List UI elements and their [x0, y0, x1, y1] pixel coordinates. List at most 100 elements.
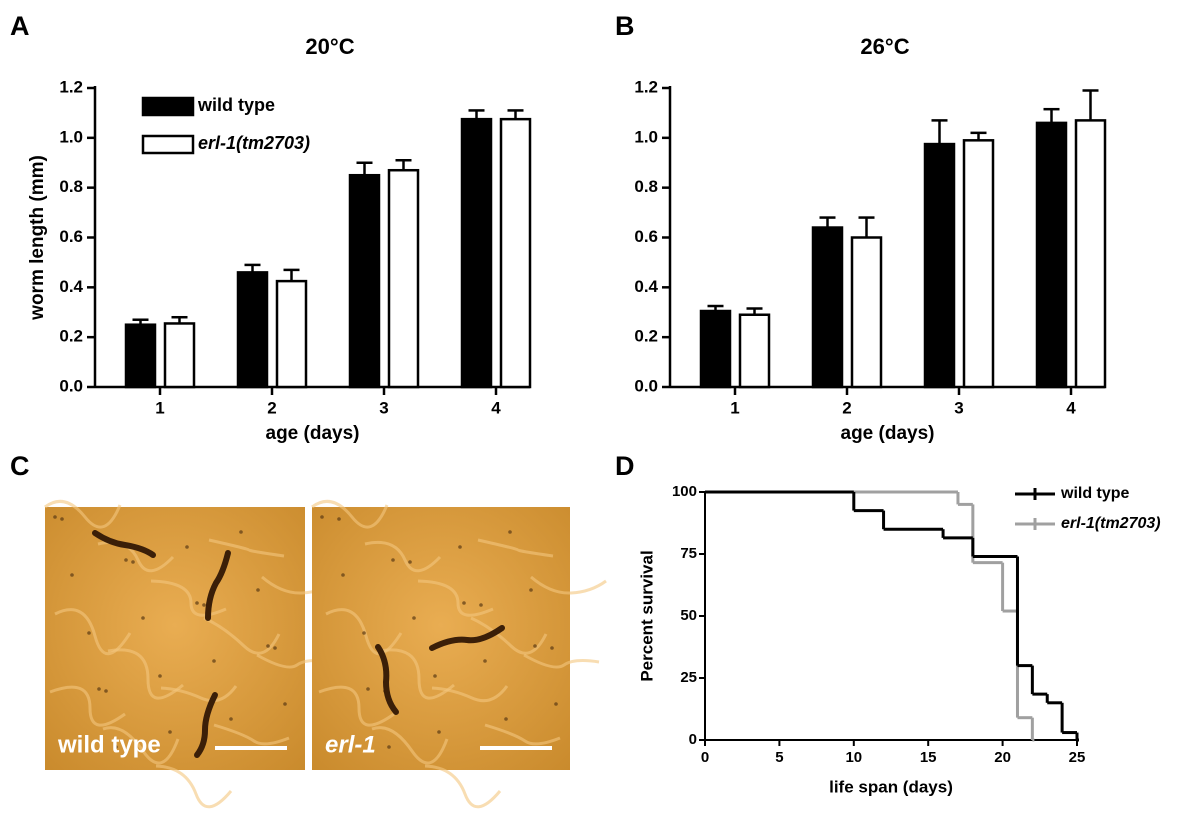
debris	[158, 674, 162, 678]
x-tick-label: 10	[845, 749, 862, 766]
debris	[387, 745, 391, 749]
track	[424, 764, 502, 809]
debris	[458, 545, 462, 549]
track	[431, 685, 509, 703]
x-tick-label: 5	[775, 749, 783, 766]
photo-caption: wild type	[57, 731, 161, 758]
y-tick-label: 100	[672, 483, 697, 500]
track	[417, 579, 494, 617]
photo-caption: erl-1	[325, 731, 376, 758]
y-tick-label: 50	[680, 607, 697, 624]
debris	[273, 646, 277, 650]
bar	[163, 322, 196, 389]
y-tick-label: 0.2	[59, 327, 83, 346]
debris	[508, 530, 512, 534]
debris	[554, 702, 558, 706]
x-tick-label: 1	[730, 398, 739, 417]
debris	[479, 603, 483, 607]
legend-label: wild type	[197, 95, 275, 115]
track	[364, 540, 442, 573]
x-axis-label: age (days)	[266, 423, 360, 444]
x-tick-label: 2	[842, 398, 851, 417]
debris	[437, 730, 441, 734]
y-tick-label: 0.0	[634, 376, 658, 395]
track	[523, 653, 600, 669]
track	[311, 499, 389, 529]
track	[160, 685, 238, 703]
track	[44, 499, 122, 529]
debris	[433, 674, 437, 678]
y-axis-label: Percent survival	[637, 550, 656, 681]
bar	[1074, 119, 1107, 389]
bar	[124, 323, 157, 389]
chart-title: 20°C	[305, 34, 354, 59]
track	[155, 764, 233, 809]
debris	[239, 530, 243, 534]
x-tick-label: 3	[954, 398, 963, 417]
panel-letter: D	[615, 451, 635, 481]
worm	[429, 625, 505, 651]
y-tick-label: 0.6	[59, 227, 83, 246]
y-tick-label: 75	[680, 545, 697, 562]
debris	[366, 687, 370, 691]
bar	[850, 236, 883, 389]
bar	[275, 279, 308, 389]
debris	[185, 545, 189, 549]
debris	[283, 702, 287, 706]
worm	[194, 692, 218, 758]
y-axis-label: worm length (mm)	[27, 155, 48, 321]
track	[378, 648, 455, 700]
track	[530, 575, 607, 595]
bar	[699, 309, 732, 389]
y-tick-label: 0.4	[634, 277, 658, 296]
x-tick-label: 4	[491, 398, 501, 417]
debris	[104, 689, 108, 693]
debris	[362, 631, 366, 635]
debris	[391, 558, 395, 562]
debris	[70, 573, 74, 577]
debris	[195, 601, 199, 605]
debris	[266, 644, 270, 648]
track	[107, 648, 184, 700]
debris	[53, 515, 57, 519]
bar	[348, 173, 381, 389]
legend-label: erl-1(tm2703)	[198, 133, 310, 153]
debris	[462, 601, 466, 605]
debris	[337, 517, 341, 521]
x-tick-label: 1	[155, 398, 164, 417]
x-tick-label: 4	[1066, 398, 1076, 417]
track	[477, 538, 554, 558]
debris	[412, 616, 416, 620]
y-tick-label: 1.2	[634, 77, 658, 96]
debris	[533, 644, 537, 648]
bar	[460, 117, 493, 389]
x-tick-label: 3	[379, 398, 388, 417]
debris	[408, 560, 412, 564]
debris	[483, 659, 487, 663]
y-tick-label: 0.0	[59, 376, 83, 395]
y-tick-label: 1.2	[59, 77, 83, 96]
track	[371, 726, 449, 765]
debris	[320, 515, 324, 519]
track	[203, 616, 281, 655]
x-tick-label: 2	[267, 398, 276, 417]
track	[318, 685, 395, 727]
y-tick-label: 1.0	[59, 127, 83, 146]
legend-label: wild type	[1060, 485, 1130, 502]
bar	[1035, 121, 1068, 389]
bar	[811, 226, 844, 389]
legend-label: erl-1(tm2703)	[1061, 515, 1161, 532]
debris	[529, 588, 533, 592]
debris	[341, 573, 345, 577]
track	[484, 723, 561, 746]
legend-swatch	[141, 96, 195, 117]
y-tick-label: 0.8	[59, 177, 83, 196]
track	[49, 685, 126, 727]
y-tick-label: 0	[689, 731, 697, 748]
debris	[212, 659, 216, 663]
debris	[504, 717, 508, 721]
track	[213, 723, 290, 746]
bar	[499, 117, 532, 389]
debris	[168, 730, 172, 734]
